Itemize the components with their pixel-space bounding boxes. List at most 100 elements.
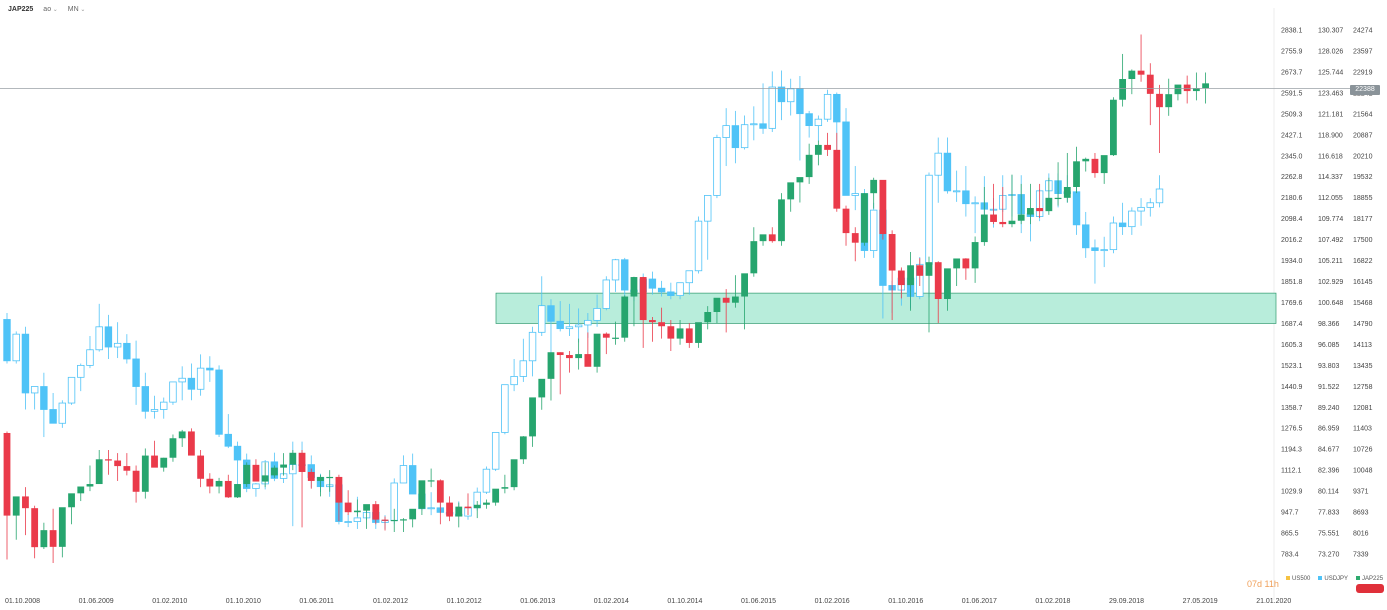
jap225-candle [31,508,39,548]
jap225-candle [446,502,453,517]
jap225-candle [685,328,693,343]
usdjpy-candle [501,384,509,433]
x-tick-label: 01.02.2012 [373,598,408,605]
usdjpy-candle [934,152,942,176]
usdjpy-candle [399,465,408,484]
us500-tick-label: 1851.8 [1281,279,1303,286]
mode-selector[interactable]: ao [43,6,58,13]
jap225-tick-label: 8016 [1353,531,1369,538]
jap225-tick-label: 20210 [1353,153,1373,160]
jap225-candle [455,506,463,517]
usdjpy-candle [519,360,528,377]
jap225-candle [86,484,94,487]
usdjpy-tick-label: 114.337 [1318,174,1343,181]
usdjpy-tick-label: 109.774 [1318,216,1343,223]
usdjpy-candle [40,386,48,410]
jap225-tick-label: 18177 [1353,216,1373,223]
jap225-candle [372,504,380,520]
jap225-candle [787,182,795,200]
jap225-candle [169,438,177,458]
jap225-candle [861,193,868,243]
alert-button[interactable] [1356,584,1384,593]
usdjpy-candle [21,333,30,394]
jap225-candle [741,273,748,297]
usdjpy-candle [141,386,149,412]
jap225-candle [234,484,241,498]
legend-label: JAP225 [1362,576,1384,582]
jap225-candle [215,480,223,487]
usdjpy-candle [621,259,629,291]
jap225-candle [206,478,214,487]
us500-tick-label: 783.4 [1281,552,1299,559]
usdjpy-candle [123,342,131,360]
us500-tick-label: 2591.5 [1281,90,1303,97]
usdjpy-candle [657,287,666,293]
usdjpy-candle [704,195,712,222]
usdjpy-tick-label: 105.211 [1318,258,1343,265]
jap225-candle [1036,208,1044,212]
jap225-candle [814,144,822,155]
jap225-candle [529,397,536,437]
jap225-candle [1156,93,1163,108]
us500-tick-label: 1605.3 [1281,342,1303,349]
x-tick-label: 01.10.2008 [5,598,40,605]
jap225-candle [805,154,813,178]
usdjpy-candle [408,465,417,495]
usdjpy-candle [67,376,76,404]
symbol-label[interactable]: JAP225 [8,6,34,13]
jap225-candle [344,502,352,513]
legend-item-us500[interactable]: US500 [1286,576,1310,582]
x-tick-label: 01.06.2015 [741,598,776,605]
usdjpy-candle [169,381,177,403]
jap225-candle [501,487,509,489]
us500-tick-label: 2016.2 [1281,237,1303,244]
usdjpy-candle [196,367,205,390]
jap225-candle [1027,208,1034,215]
usdjpy-candle [353,517,362,522]
jap225-candle [566,355,573,359]
legend-swatch-icon [1286,576,1290,581]
usdjpy-candle [160,401,168,410]
jap225-candle [510,459,518,488]
jap225-candle [1183,84,1191,92]
usdjpy-tick-label: 96.085 [1318,342,1340,349]
jap225-candle [639,277,647,321]
jap225-candle [317,476,324,481]
usdjpy-candle [1091,247,1099,251]
jap225-tick-label: 24274 [1353,28,1373,35]
us500-tick-label: 865.5 [1281,531,1299,538]
jap225-candle [1192,88,1200,92]
jap225-candle [556,352,564,356]
jap225-candle [95,459,103,485]
usdjpy-tick-label: 86.959 [1318,426,1340,433]
jap225-candle [178,431,186,439]
usdjpy-candle [1128,210,1136,228]
usdjpy-candle [77,364,85,378]
jap225-candle [1128,70,1136,80]
jap225-candle [778,199,785,242]
jap225-candle [750,241,758,274]
jap225-candle [1082,158,1090,162]
usdjpy-candle [787,88,795,103]
usdjpy-candle [805,113,813,127]
jap225-candle [602,333,610,338]
usdjpy-tick-label: 89.240 [1318,405,1340,412]
jap225-candle [999,221,1007,225]
jap225-candle [418,480,426,509]
jap225-tick-label: 16145 [1353,279,1373,286]
legend-item-usdjpy[interactable]: USDJPY [1318,576,1348,582]
jap225-candle [68,493,75,508]
usdjpy-candle [12,333,20,362]
current-price-tag: 22388 [1350,85,1380,95]
jap225-candle [326,476,334,479]
jap225-candle [907,265,914,286]
jap225-candle [695,322,702,343]
legend-item-jap225[interactable]: JAP225 [1356,576,1383,582]
interval-selector[interactable]: MN [68,6,86,13]
jap225-candle [824,144,831,150]
usdjpy-candle [1100,249,1108,252]
jap225-candle [307,471,315,481]
jap225-candle [335,476,343,503]
usdjpy-candle [584,319,592,326]
